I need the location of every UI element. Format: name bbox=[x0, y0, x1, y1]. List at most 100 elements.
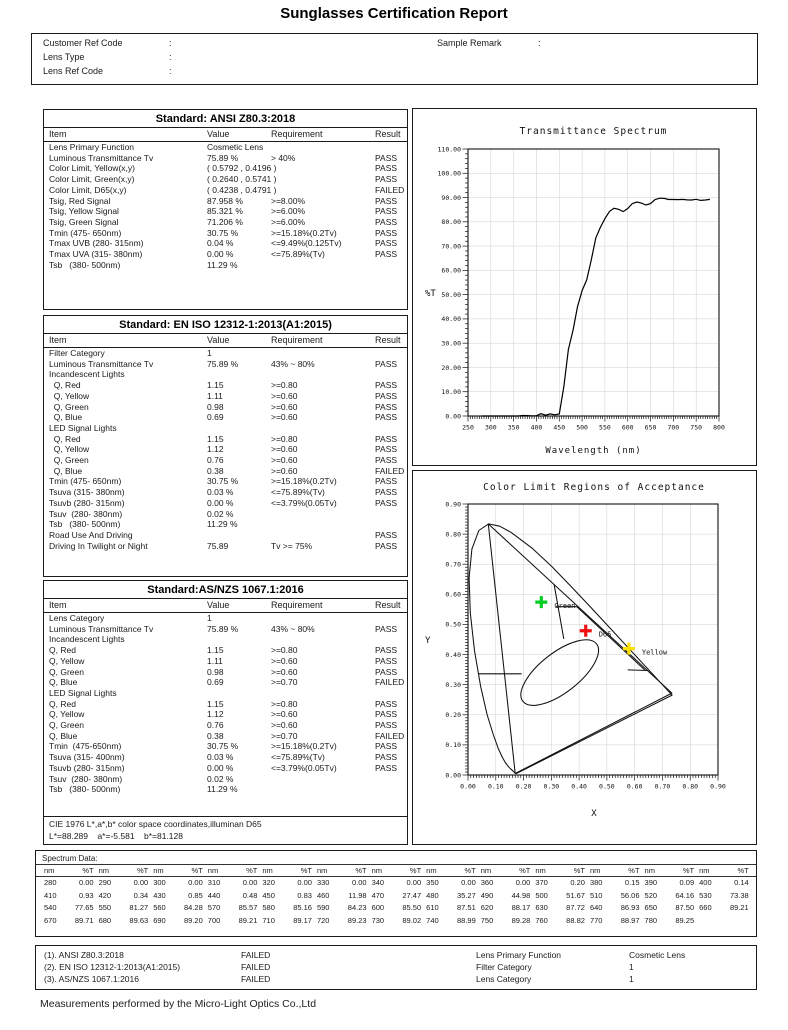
table-row: Lens Primary Function Cosmetic Lens bbox=[44, 142, 407, 153]
table-row: Q, Blue 0.69 >=0.60 PASS bbox=[44, 412, 407, 423]
item-cell: Tmin (475- 650nm) bbox=[49, 476, 122, 487]
table-row: Tsig, Yellow Signal 85.321 % >=6.00% PASS bbox=[44, 206, 407, 217]
value-cell: 1.11 bbox=[207, 655, 223, 666]
requirement-cell: >=8.00% bbox=[271, 195, 306, 206]
table-row: Q, Red 1.15 >=0.80 PASS bbox=[44, 699, 407, 710]
percent-t-value: 89.02 bbox=[402, 915, 422, 925]
result-cell: PASS bbox=[375, 238, 398, 249]
result-cell: FAILED bbox=[375, 184, 405, 195]
table-row: Color Limit, Yellow(x,y) ( 0.5792 , 0.419… bbox=[44, 163, 407, 174]
nm-value: 680 bbox=[98, 915, 112, 925]
percent-t-value: 81.27 bbox=[129, 903, 149, 912]
svg-text:0.80: 0.80 bbox=[445, 530, 461, 538]
item-cell: Luminous Transmittance Tv bbox=[49, 358, 154, 369]
x-axis-label: Wavelength (nm) bbox=[545, 446, 641, 456]
transmittance-curve bbox=[481, 197, 710, 417]
result-cell: PASS bbox=[375, 720, 398, 731]
item-cell: Color Limit, Green(x,y) bbox=[49, 174, 135, 185]
svg-text:0.00: 0.00 bbox=[445, 771, 461, 779]
percent-t-value: 27.47 bbox=[402, 890, 422, 900]
svg-text:0.00: 0.00 bbox=[445, 412, 461, 420]
result-cell: PASS bbox=[375, 390, 398, 401]
value-cell: ( 0.5792 , 0.4196 ) bbox=[207, 163, 277, 174]
table-row: Tmin (475- 650nm) 30.75 % >=15.18%(0.2Tv) P… bbox=[44, 228, 407, 239]
marker-green-label: Green bbox=[554, 602, 575, 610]
item-cell: Q, Blue bbox=[49, 412, 83, 423]
limit-segment bbox=[553, 584, 565, 639]
nm-header: nm bbox=[426, 866, 437, 875]
column-header: Requirement bbox=[271, 335, 323, 345]
item-cell: Tsb (380- 500nm) bbox=[49, 784, 121, 795]
nm-header: nm bbox=[699, 866, 710, 875]
nm-value: 590 bbox=[316, 903, 330, 912]
percent-t-value: 85.50 bbox=[402, 903, 422, 912]
result-cell: PASS bbox=[375, 216, 398, 227]
percent-t-value: 44.98 bbox=[511, 890, 531, 900]
nm-value: 360 bbox=[480, 878, 494, 887]
limit-segment bbox=[576, 606, 646, 671]
result-cell: PASS bbox=[375, 666, 398, 677]
result-cell: PASS bbox=[375, 529, 398, 540]
percent-t-header: %T bbox=[82, 866, 94, 875]
nm-header: nm bbox=[480, 866, 492, 875]
requirement-cell: >=15.18%(0.2Tv) bbox=[271, 227, 337, 238]
item-cell: Tsuvb (280- 315nm) bbox=[49, 762, 125, 773]
nm-value: 320 bbox=[262, 878, 275, 887]
svg-text:0.50: 0.50 bbox=[599, 783, 615, 791]
percent-t-header: %T bbox=[355, 866, 367, 875]
value-cell: 0.03 % bbox=[207, 752, 234, 763]
value-cell: 71.206 % bbox=[207, 216, 243, 227]
result-cell: PASS bbox=[375, 227, 398, 238]
spectrum-data-title: Spectrum Data: bbox=[42, 854, 98, 863]
item-cell: Incandescent Lights bbox=[49, 369, 125, 380]
spectrum-data-row: 670 89.71 680 89.63 690 89.20 700 89.21 710 89.17… bbox=[36, 915, 756, 928]
customer-ref-colon: : bbox=[169, 38, 172, 48]
item-cell: Tsb (380- 500nm) bbox=[49, 519, 121, 530]
percent-t-value: 0.14 bbox=[734, 878, 749, 887]
percent-t-value: 89.21 bbox=[729, 903, 749, 912]
value-cell: 1.15 bbox=[207, 380, 224, 391]
value-cell: 0.98 bbox=[207, 401, 224, 412]
table-row: Tsig, Green Signal 71.206 % >=6.00% PASS bbox=[44, 217, 407, 228]
percent-t-value: 84.28 bbox=[184, 903, 203, 912]
svg-text:500: 500 bbox=[576, 424, 588, 432]
requirement-cell bbox=[271, 509, 375, 520]
result-cell bbox=[375, 519, 407, 530]
percent-t-value: 0.09 bbox=[679, 878, 695, 887]
nm-header: nm bbox=[98, 866, 110, 875]
item-cell: Q, Green bbox=[49, 720, 84, 731]
result-cell: PASS bbox=[375, 195, 398, 206]
summary-property-label: Lens Category bbox=[476, 974, 532, 984]
spectrum-header-row: nm %T nm %T nm %T nm %T nm %T nm %T nm %T nm %T nm %T nm %T… bbox=[36, 864, 756, 877]
nm-value: 300 bbox=[153, 878, 166, 887]
requirement-cell: >=0.60 bbox=[271, 720, 298, 731]
item-cell: Tsuva (315- 380nm) bbox=[49, 487, 125, 498]
requirement-cell bbox=[271, 613, 375, 624]
nm-header: nm bbox=[589, 866, 601, 875]
x-axis-label: X bbox=[591, 809, 597, 819]
result-cell: PASS bbox=[375, 412, 398, 423]
requirement-cell bbox=[271, 688, 375, 699]
column-header: Result bbox=[375, 129, 401, 139]
item-cell: Driving In Twilight or Night bbox=[49, 540, 148, 551]
percent-t-value: 0.00 bbox=[461, 878, 476, 887]
info-box: Customer Ref Code : Lens Type : Lens Ref… bbox=[31, 33, 758, 85]
color-limit-chart-box: 0.00 0.00 0.10 0.10 0.20 0.20 0.30 0.30 0.40 0.40… bbox=[412, 470, 757, 845]
requirement-cell: <=75.89%(Tv) bbox=[271, 752, 325, 763]
percent-t-value: 85.16 bbox=[293, 903, 312, 912]
nm-header: nm bbox=[262, 866, 273, 875]
column-header-row: Item Value Requirement Result bbox=[44, 334, 407, 348]
svg-text:550: 550 bbox=[599, 424, 611, 432]
svg-text:0.80: 0.80 bbox=[682, 783, 698, 791]
percent-t-value: 85.57 bbox=[238, 903, 258, 912]
item-cell: Luminous Transmittance Tv bbox=[49, 623, 154, 634]
percent-t-value: 89.23 bbox=[347, 915, 367, 925]
svg-text:350: 350 bbox=[508, 424, 520, 432]
svg-text:50.00: 50.00 bbox=[441, 291, 461, 299]
item-cell: Tsuv (280- 380nm) bbox=[49, 773, 123, 784]
customer-ref-label: Customer Ref Code bbox=[43, 38, 123, 48]
table-row: Luminous Transmittance Tv 75.89 % 43% ~ 80… bbox=[44, 359, 407, 370]
percent-t-value: 89.28 bbox=[511, 915, 531, 925]
percent-t-value: 0.83 bbox=[297, 890, 312, 900]
nm-value: 450 bbox=[262, 890, 275, 900]
